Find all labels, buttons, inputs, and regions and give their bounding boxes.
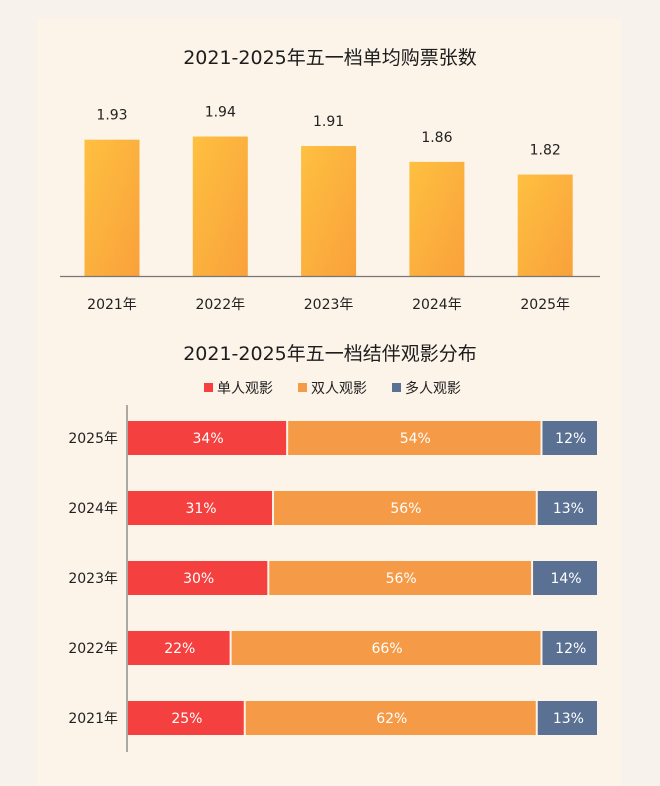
segment-label: 12% (555, 431, 586, 447)
stacked-chart-title: 2021-2025年五一档结伴观影分布 (183, 343, 477, 365)
legend-swatch (204, 383, 213, 392)
bar-chart-title: 2021-2025年五一档单均购票张数 (183, 47, 477, 69)
bar-segment (537, 491, 597, 525)
segment-label: 54% (400, 431, 431, 447)
y-tick-label: 2024年 (68, 501, 118, 517)
segment-label: 12% (555, 641, 586, 657)
x-tick-label: 2022年 (195, 297, 245, 313)
x-tick-label: 2025年 (520, 297, 570, 313)
bar (409, 161, 465, 276)
bar-segment (128, 491, 273, 525)
segment-label: 56% (386, 571, 417, 587)
segment-label: 14% (550, 571, 581, 587)
bar (84, 139, 140, 276)
x-tick-label: 2021年 (87, 297, 137, 313)
bar-segment (245, 701, 536, 735)
segment-label: 31% (185, 501, 216, 517)
legend-swatch (298, 383, 307, 392)
bar-segment (128, 421, 287, 455)
bar-segment (542, 421, 597, 455)
bar-segment (269, 561, 532, 595)
bar-segment (274, 491, 536, 525)
bar-segment (128, 561, 268, 595)
bar (517, 174, 573, 276)
data-label: 1.86 (421, 130, 452, 146)
y-tick-label: 2022年 (68, 641, 118, 657)
x-tick-label: 2023年 (304, 297, 354, 313)
segment-label: 34% (193, 431, 224, 447)
bar (301, 146, 357, 276)
legend-label: 双人观影 (311, 381, 367, 397)
segment-label: 30% (183, 571, 214, 587)
legend: 单人观影 双人观影 多人观影 (204, 380, 461, 397)
data-label: 1.91 (313, 114, 344, 130)
segment-label: 13% (553, 711, 584, 727)
legend-label: 单人观影 (217, 381, 273, 397)
y-tick-label: 2025年 (68, 431, 118, 447)
legend-swatch (392, 383, 401, 392)
bar (192, 136, 248, 276)
legend-label: 多人观影 (405, 380, 461, 397)
bar-segment (537, 701, 597, 735)
segment-label: 62% (376, 711, 407, 727)
data-label: 1.82 (530, 143, 561, 159)
y-tick-label: 2021年 (68, 711, 118, 727)
segment-label: 22% (164, 641, 195, 657)
bar-segment (128, 701, 244, 735)
segment-label: 25% (171, 711, 202, 727)
data-label: 1.94 (205, 105, 236, 121)
bar-segment (533, 561, 597, 595)
segment-label: 13% (553, 501, 584, 517)
segment-label: 56% (390, 501, 421, 517)
bar-segment (231, 631, 541, 665)
y-tick-label: 2023年 (68, 571, 118, 587)
segment-label: 66% (371, 641, 402, 657)
bar-segment (542, 631, 597, 665)
x-tick-label: 2024年 (412, 297, 462, 313)
bar-segment (288, 421, 541, 455)
bar-segment (128, 631, 230, 665)
data-label: 1.93 (96, 108, 127, 124)
